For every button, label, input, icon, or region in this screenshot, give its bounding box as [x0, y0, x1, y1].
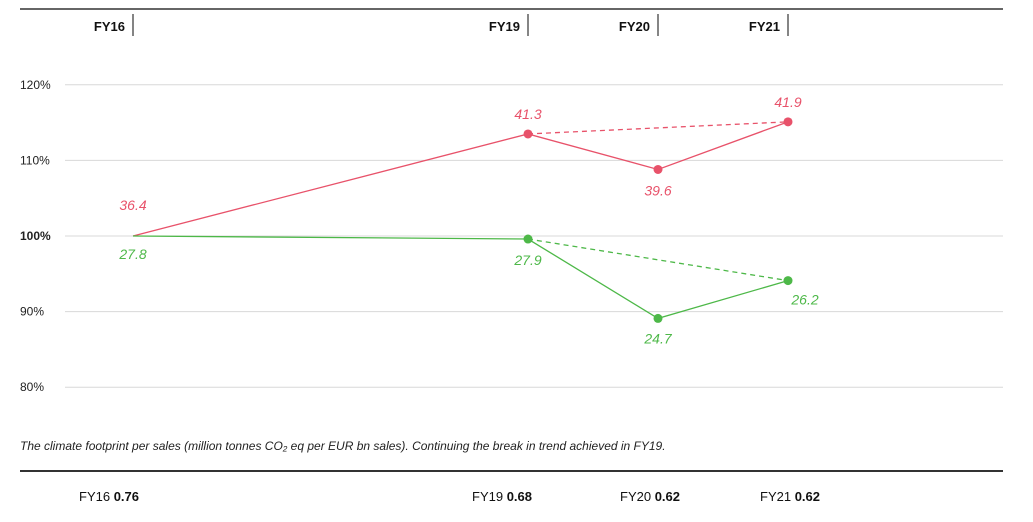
chart-caption: The climate footprint per sales (million… [20, 439, 666, 453]
series-line [132, 235, 789, 320]
footprint-year: FY20 [620, 489, 652, 504]
footprint-year: FY21 [760, 489, 792, 504]
y-tick-label: 110% [20, 153, 50, 167]
data-point [653, 313, 663, 323]
divider [20, 470, 1003, 472]
footprint-value: 0.68 [506, 489, 533, 504]
data-label: 27.8 [118, 246, 146, 262]
data-point [783, 117, 793, 127]
year-label: FY19 [489, 19, 520, 34]
footprint-value: 0.62 [794, 489, 821, 504]
data-point [523, 234, 533, 244]
year-label: FY21 [749, 19, 780, 34]
footprint-fy19: FY19 0.68 [472, 489, 532, 504]
data-label: 39.6 [644, 182, 671, 198]
data-label: 41.3 [514, 106, 541, 122]
data-label: 41.9 [774, 94, 801, 110]
footprint-year: FY19 [472, 489, 504, 504]
footprint-value: 0.76 [113, 489, 140, 504]
trend-dashed-line [527, 238, 789, 282]
y-tick-label: 100% [20, 229, 51, 243]
data-label: 36.4 [119, 197, 146, 213]
year-label: FY20 [619, 19, 650, 34]
year-label: FY16 [94, 19, 125, 34]
footprint-fy20: FY20 0.62 [620, 489, 680, 504]
data-point [653, 164, 663, 174]
series-line [132, 121, 789, 237]
line-chart: FY16 FY19 FY20 FY21 120% 110% 100% 90% 80% 36.4 41… [20, 8, 1003, 394]
data-point [523, 129, 533, 139]
y-tick-label: 80% [20, 380, 44, 394]
footprint-year: FY16 [79, 489, 111, 504]
data-label: 24.7 [643, 330, 672, 346]
trend-dashed-line [527, 121, 789, 135]
footprint-fy21: FY21 0.62 [760, 489, 820, 504]
footprint-fy16: FY16 0.76 [79, 489, 139, 504]
data-point [783, 276, 793, 286]
data-label: 27.9 [513, 252, 541, 268]
y-tick-label: 90% [20, 305, 44, 319]
footprint-value: 0.62 [654, 489, 681, 504]
y-tick-label: 120% [20, 78, 51, 92]
data-label: 26.2 [790, 292, 818, 308]
